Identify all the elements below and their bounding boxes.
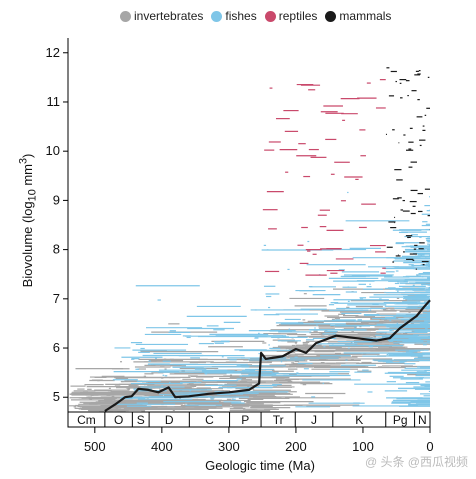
period-label: D (165, 413, 174, 427)
y-tick-label: 7 (53, 291, 60, 306)
legend-item-reptiles: reptiles (264, 9, 318, 23)
y-tick-label: 5 (53, 389, 60, 404)
x-tick-label: 0 (426, 439, 433, 454)
x-axis-label: Geologic time (Ma) (205, 458, 315, 473)
watermark: @ 头条 @西瓜视频 (364, 455, 468, 469)
x-tick-label: 200 (285, 439, 307, 454)
x-tick-label: 500 (84, 439, 106, 454)
y-axis-label: Biovolume (log10 mm3) (17, 153, 39, 288)
legend-dot-invertebrates (120, 10, 131, 22)
period-bar-frame (67, 411, 431, 428)
data-ranges (69, 67, 430, 412)
period-label: N (418, 413, 427, 427)
period-label: O (114, 413, 123, 427)
period-label: Tr (273, 413, 284, 427)
legend-dot-mammals (325, 10, 337, 22)
legend-item-invertebrates: invertebrates (120, 9, 203, 23)
legend-dot-fishes (211, 10, 223, 22)
x-tick-label: 100 (352, 439, 374, 454)
legend-item-mammals: mammals (325, 9, 391, 23)
x-tick-label: 400 (151, 439, 173, 454)
legend-label-fishes: fishes (225, 9, 257, 23)
period-label: P (241, 413, 249, 427)
period-label: J (311, 413, 317, 427)
period-label: C (205, 413, 214, 427)
y-tick-label: 10 (46, 143, 60, 158)
mean-line (104, 299, 431, 412)
y-tick-label: 11 (47, 94, 61, 109)
legend: invertebrates fishes reptiles mammals (120, 6, 391, 26)
period-label: Cm (77, 413, 96, 427)
period-label: K (355, 413, 363, 427)
axes: 5 6 7 8 9 10 11 12 500 400 300 200 100 0 (46, 38, 434, 454)
y-tick-label: 9 (53, 192, 60, 207)
period-label: Pg (393, 413, 408, 427)
legend-label-invertebrates: invertebrates (134, 9, 204, 23)
x-tick-label: 300 (218, 439, 240, 454)
period-label: S (137, 413, 145, 427)
y-tick-label: 6 (53, 340, 60, 355)
legend-dot-reptiles (264, 10, 276, 22)
period-bar: Cm O S D C P Tr J K Pg N (67, 411, 431, 428)
legend-label-reptiles: reptiles (278, 9, 318, 23)
legend-label-mammals: mammals (339, 9, 392, 23)
y-tick-label: 8 (53, 242, 60, 257)
y-tick-label: 12 (46, 45, 60, 60)
mean-line-group (104, 299, 431, 412)
legend-item-fishes: fishes (211, 9, 257, 23)
